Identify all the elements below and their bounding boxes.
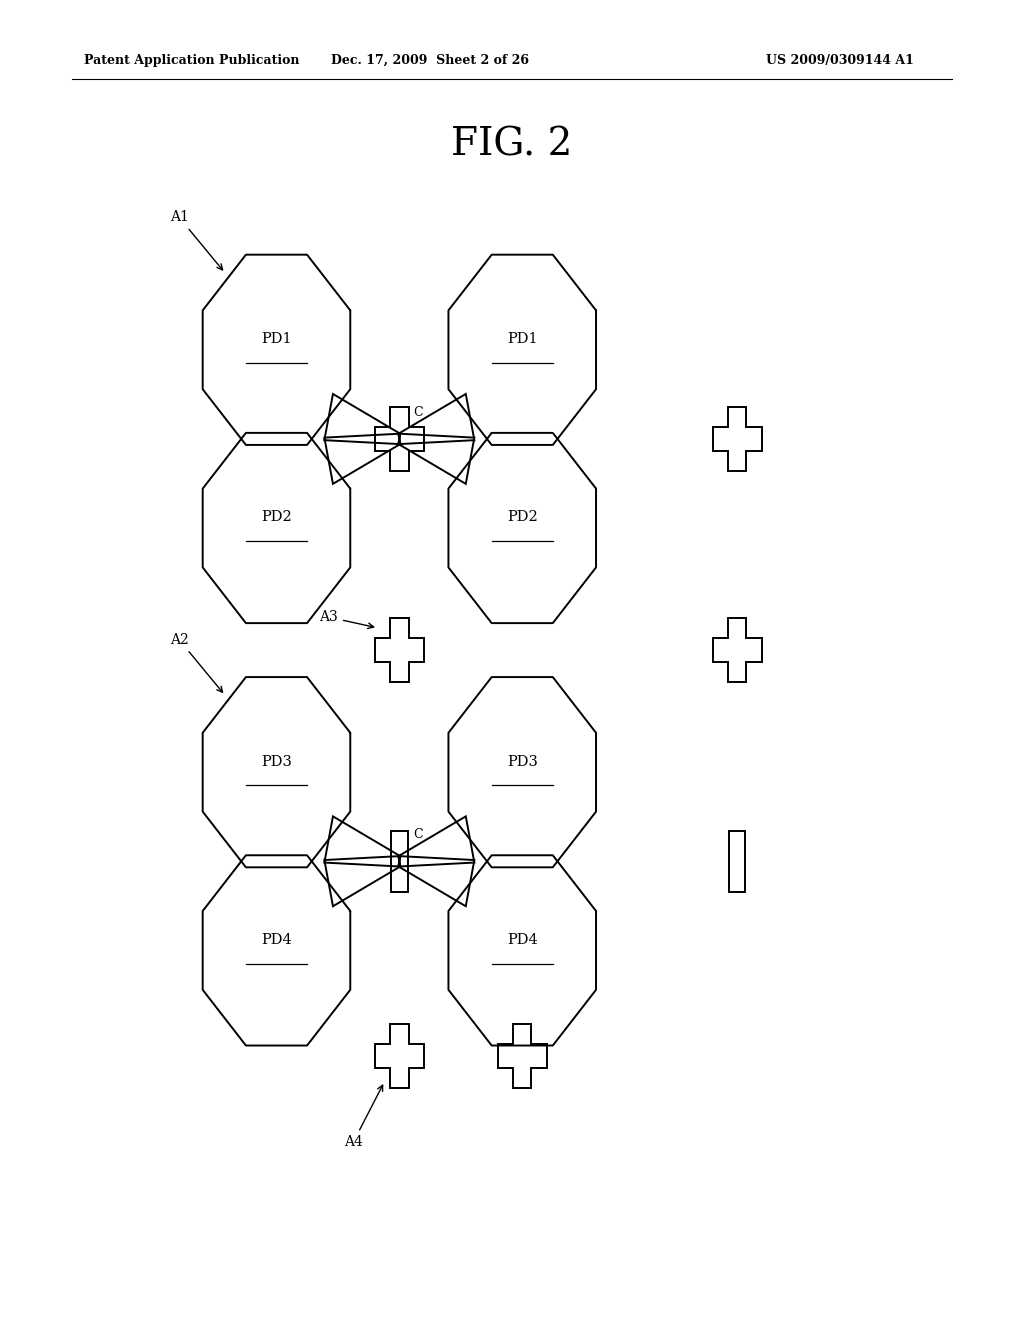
Text: A1: A1 — [170, 210, 222, 269]
Text: Dec. 17, 2009  Sheet 2 of 26: Dec. 17, 2009 Sheet 2 of 26 — [331, 54, 529, 67]
Text: C: C — [414, 829, 423, 841]
Text: PD4: PD4 — [507, 933, 538, 946]
Text: PD1: PD1 — [507, 333, 538, 346]
Text: PD2: PD2 — [261, 511, 292, 524]
Text: PD3: PD3 — [507, 755, 538, 768]
Text: PD4: PD4 — [261, 933, 292, 946]
Text: C: C — [414, 407, 423, 418]
Text: PD1: PD1 — [261, 333, 292, 346]
Text: Patent Application Publication: Patent Application Publication — [84, 54, 299, 67]
Text: FIG. 2: FIG. 2 — [452, 127, 572, 164]
Text: PD3: PD3 — [261, 755, 292, 768]
Text: A3: A3 — [319, 610, 374, 628]
Text: PD2: PD2 — [507, 511, 538, 524]
Text: A2: A2 — [170, 632, 222, 692]
Text: US 2009/0309144 A1: US 2009/0309144 A1 — [766, 54, 913, 67]
Text: A4: A4 — [344, 1085, 383, 1150]
